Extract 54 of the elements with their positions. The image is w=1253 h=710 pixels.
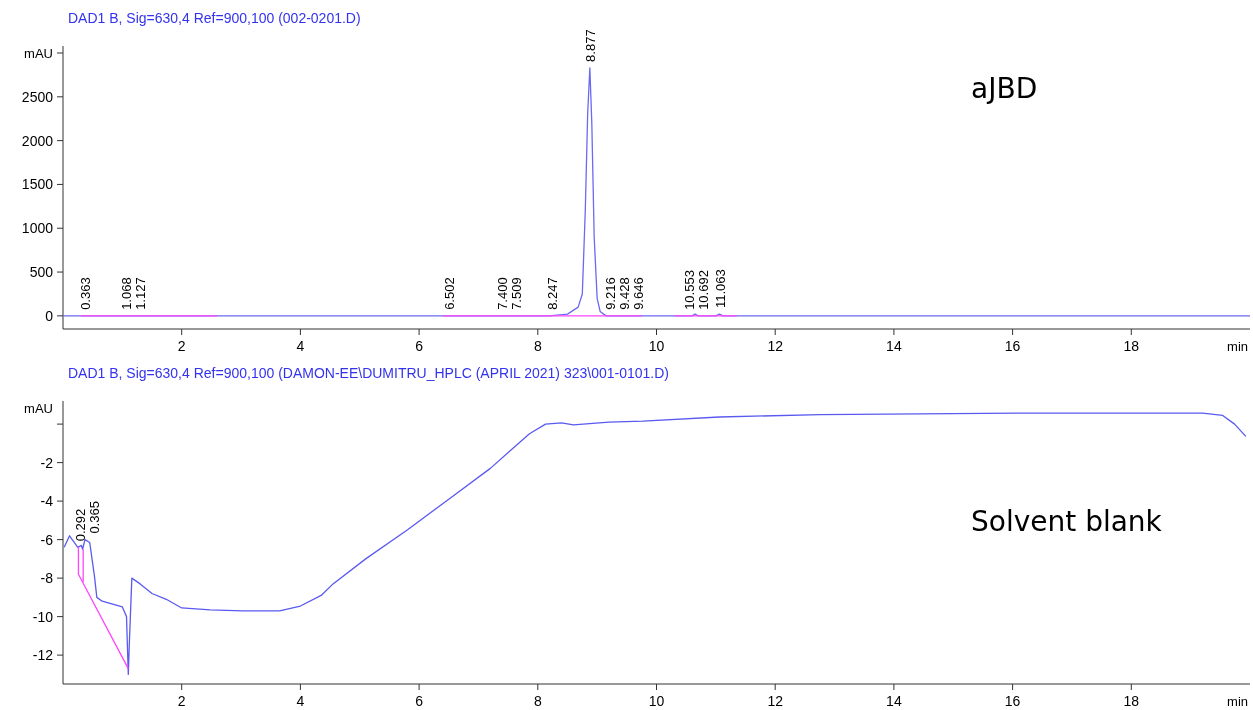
y-axis-title: mAU [24,401,53,416]
x-tick-label: 14 [886,338,902,354]
x-tick-label: 2 [177,693,186,709]
x-tick-label: 10 [648,338,665,354]
y-tick-label: 0 [45,307,54,324]
annotation: 1.127 [133,277,149,310]
annotation: 0.363 [77,277,93,310]
y-tick-label: 2500 [21,88,54,105]
y-tick-label: 500 [29,264,54,281]
x-tick-label: 12 [767,693,784,709]
y-tick-label: -10 [32,608,54,625]
chart-title: DAD1 B, Sig=630,4 Ref=900,100 (002-0201.D) [68,10,361,26]
annotation: 0.292 [73,508,89,542]
x-axis-title: min [1227,339,1248,354]
y-axis-title: mAU [24,46,53,61]
annotation: 10.553 [682,270,698,310]
annotation: 10.692 [696,270,712,310]
x-tick-label: 16 [1004,338,1021,354]
x-axis-title: min [1227,694,1248,709]
x-tick-label: 8 [533,693,542,709]
annotation: aJBD [971,72,1038,105]
annotation: 7.509 [509,277,525,310]
y-tick-label: 1000 [21,220,54,237]
x-tick-label: 18 [1123,693,1140,709]
x-tick-label: 18 [1123,338,1140,354]
x-tick-label: 16 [1004,693,1021,709]
annotation: 9.428 [616,277,632,310]
annotation: 9.216 [602,277,618,310]
x-tick-label: 8 [533,338,542,354]
annotation: Solvent blank [971,505,1163,538]
x-tick-label: 4 [296,338,305,354]
x-tick-label: 4 [296,693,305,709]
annotation: 9.646 [630,277,646,310]
x-tick-label: 6 [415,338,424,354]
y-tick-label: 2000 [21,132,54,149]
y-tick-label: -2 [40,454,54,471]
x-tick-label: 10 [648,693,665,709]
annotation: 0.365 [87,501,103,534]
y-tick-label: -4 [40,493,54,510]
chart-title: DAD1 B, Sig=630,4 Ref=900,100 (DAMON-EE\DUMITRU_HPLC (APRIL 2021) 323\001-0101.D) [68,365,669,381]
annotation: 11.063 [712,269,728,309]
y-tick-label: -8 [40,570,54,587]
annotation: 7.400 [495,277,511,310]
annotation: 1.068 [119,277,135,310]
annotation: 8.877 [582,29,598,62]
y-tick-label: -12 [32,647,54,664]
y-tick-label: 1500 [21,176,54,193]
x-tick-label: 12 [767,338,784,354]
y-tick-label: -6 [40,531,54,548]
annotation: 8.247 [545,277,561,310]
x-tick-label: 2 [177,338,186,354]
x-tick-label: 14 [886,693,902,709]
x-tick-label: 6 [415,693,424,709]
annotation: 6.502 [441,277,457,310]
